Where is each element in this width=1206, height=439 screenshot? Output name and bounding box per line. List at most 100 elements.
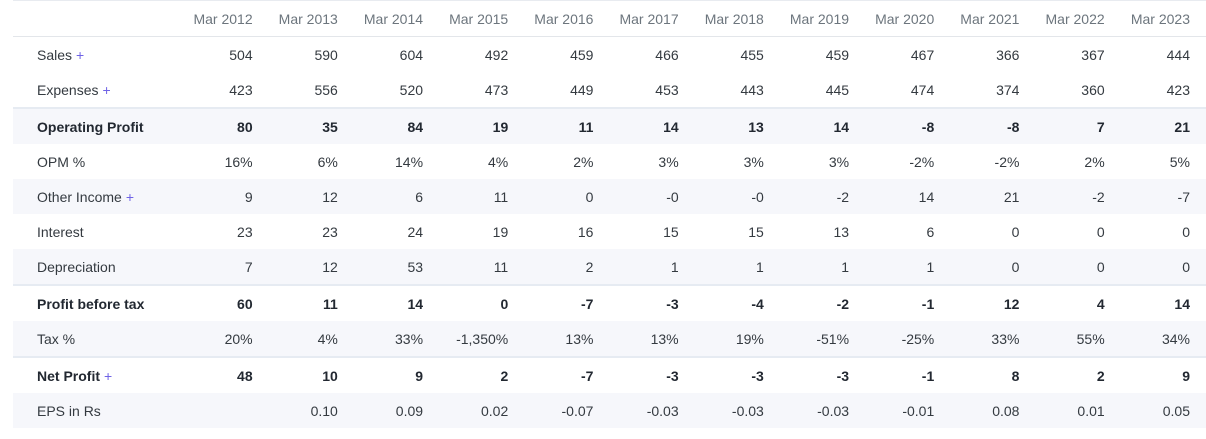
table-cell: 423: [1166, 81, 1190, 98]
table-cell: 55%: [1035, 321, 1121, 357]
row-label: Other Income: [37, 188, 122, 205]
table-row: Interest 23 23 24 19 16 15 15 13 6 0 0 0: [13, 214, 1206, 249]
expand-plus-icon[interactable]: +: [76, 46, 85, 63]
table-cell: 2: [524, 249, 610, 285]
table-cell: 35: [268, 107, 354, 144]
table-cell: 14%: [395, 153, 424, 170]
row-label-cell[interactable]: Other Income +: [13, 179, 184, 214]
table-cell: 504: [229, 46, 253, 63]
table-cell: 443: [740, 81, 764, 98]
table-cell: 449: [570, 81, 594, 98]
table-cell: 492: [484, 46, 509, 63]
table-cell: 2%: [1084, 153, 1105, 170]
table-cell: 0: [524, 179, 610, 214]
row-label-cell: EPS in Rs: [13, 393, 184, 428]
table-cell: 0: [439, 284, 525, 321]
table-cell: 7: [1035, 107, 1121, 144]
table-cell: 2: [439, 356, 525, 393]
header-row: Mar 2012 Mar 2013 Mar 2014 Mar 2015 Mar 2016…: [13, 1, 1206, 37]
table-cell: 23: [322, 223, 338, 240]
table-cell: 459: [825, 46, 850, 63]
table-cell: -0.03: [779, 393, 866, 428]
table-cell: 366: [996, 46, 1020, 63]
row-label: Depreciation: [37, 258, 116, 275]
row-label-cell[interactable]: Sales +: [13, 37, 183, 73]
table-cell: -2: [779, 284, 866, 321]
table-cell: 2%: [573, 153, 594, 170]
table-cell: 84: [353, 107, 440, 144]
table-cell: -1: [865, 356, 951, 393]
row-label: Operating Profit: [37, 118, 144, 135]
table-row: Profit before tax 60 11 14 0 -7 -3 -4 -2 -1 12 4 14: [13, 284, 1206, 321]
column-header-year: Mar 2019: [779, 1, 866, 37]
expand-plus-icon[interactable]: +: [125, 188, 135, 205]
row-label-cell[interactable]: Net Profit +: [13, 356, 184, 393]
table-cell: 1: [865, 249, 951, 285]
table-cell: 0.01: [1035, 393, 1121, 428]
table-cell: [183, 393, 269, 428]
table-cell: -0: [694, 179, 780, 214]
table-cell: 367: [1081, 46, 1105, 63]
table-cell: 374: [996, 81, 1020, 98]
table-row: Other Income +9 12 6 11 0 -0 -0 -2 14 21 -2 -7: [13, 179, 1206, 214]
table-cell: 9: [1120, 356, 1206, 393]
expand-plus-icon[interactable]: +: [102, 81, 111, 98]
table-cell: 1: [694, 249, 780, 285]
table-cell: 9: [353, 356, 440, 393]
row-label: Tax %: [37, 330, 76, 347]
table-cell: 11: [439, 249, 525, 285]
table-cell: -25%: [865, 321, 951, 357]
column-header-year: Mar 2021: [950, 1, 1036, 37]
row-label-cell: Interest: [13, 214, 183, 249]
table-row: EPS in Rs 0.10 0.09 0.02 -0.07 -0.03 -0.03 -0.0…: [13, 393, 1206, 428]
table-cell: 19: [492, 223, 509, 240]
table-cell: 60: [183, 284, 269, 321]
row-label: OPM %: [37, 153, 86, 170]
table-cell: -3: [694, 356, 780, 393]
table-cell: 6: [926, 223, 935, 240]
table-cell: 33%: [353, 321, 440, 357]
row-label-cell[interactable]: Expenses +: [13, 72, 183, 108]
table-cell: 16%: [224, 153, 253, 170]
column-header-year: Mar 2018: [694, 1, 780, 37]
table-cell: 1: [779, 249, 866, 285]
table-cell: -2%: [909, 153, 935, 170]
table-cell: -8: [865, 107, 951, 144]
table-cell: 604: [399, 46, 424, 63]
table-cell: 0: [1120, 249, 1206, 285]
table-cell: 466: [655, 46, 679, 63]
table-cell: -7: [524, 356, 610, 393]
column-header-year: Mar 2016: [524, 1, 610, 37]
table-cell: 12: [268, 179, 354, 214]
table-cell: 33%: [950, 321, 1036, 357]
table-cell: 556: [314, 81, 338, 98]
table-cell: 80: [183, 107, 269, 144]
table-cell: -0: [609, 179, 695, 214]
table-cell: 24: [407, 223, 424, 240]
row-label-cell: Profit before tax: [13, 284, 184, 321]
table-cell: 13%: [524, 321, 610, 357]
table-cell: 0: [1011, 223, 1020, 240]
expand-plus-icon[interactable]: +: [104, 367, 113, 384]
row-label: Sales: [37, 46, 73, 63]
table-cell: 3%: [743, 153, 764, 170]
table-row: OPM % 16% 6% 14% 4% 2% 3% 3% 3% -2% -2% 2% 5%: [13, 144, 1206, 179]
column-header-year: Mar 2014: [353, 1, 440, 37]
table-row: Expenses +423 556 520 473 449 453 443 445 474 374 3…: [13, 72, 1206, 108]
table-row: Operating Profit 80 35 84 19 11 14 13 14 -8 -8 7 21: [13, 107, 1206, 144]
row-label: Expenses: [37, 81, 99, 98]
table-cell: -4: [694, 284, 780, 321]
row-label-cell: Tax %: [13, 321, 184, 357]
column-header-year: Mar 2020: [865, 1, 951, 37]
table-cell: 21: [1120, 107, 1206, 144]
table-cell: 0.09: [353, 393, 440, 428]
table-cell: 53: [353, 249, 440, 285]
column-header-year: Mar 2022: [1035, 1, 1121, 37]
table-cell: 14: [353, 284, 440, 321]
row-label: EPS in Rs: [37, 402, 101, 419]
table-cell: 12: [950, 284, 1036, 321]
table-cell: 20%: [183, 321, 269, 357]
row-label-cell: OPM %: [13, 144, 183, 179]
table-cell: -7: [524, 284, 610, 321]
